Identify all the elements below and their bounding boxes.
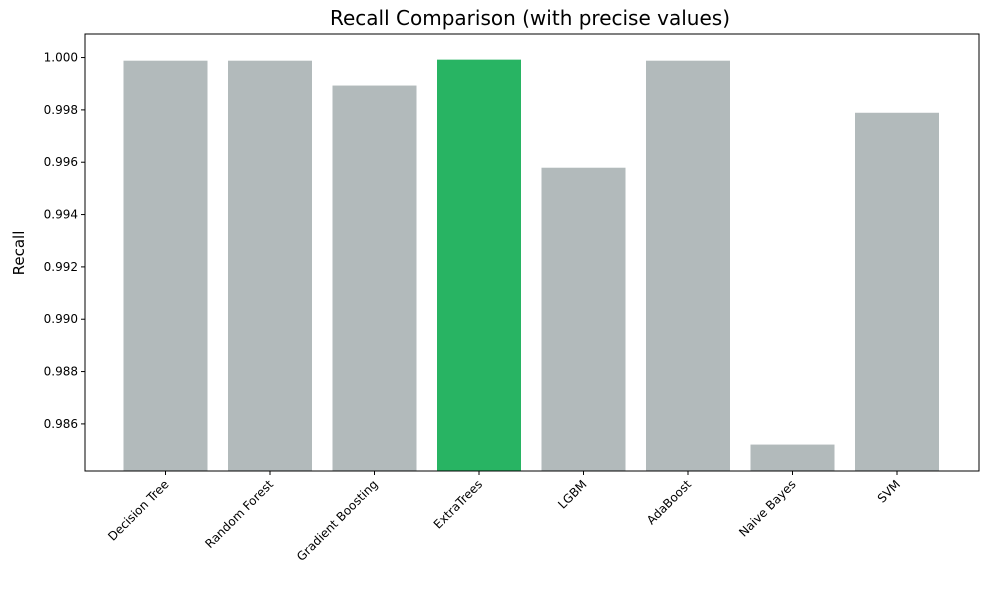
bar-svm	[855, 112, 939, 471]
x-tick-label: Naive Bayes	[736, 477, 798, 539]
y-axis-ticks: 0.986 0.988 0.990 0.992 0.994 0.996 0.998 1.000	[44, 51, 85, 431]
x-tick-label: Decision Tree	[105, 477, 171, 543]
x-tick-label: LGBM	[555, 477, 589, 511]
x-tick-label: AdaBoost	[644, 477, 694, 527]
y-tick-label: 0.990	[44, 312, 78, 326]
chart-title: Recall Comparison (with precise values)	[330, 6, 730, 30]
x-tick-label: ExtraTrees	[431, 477, 485, 531]
x-tick-label: Gradient Boosting	[294, 477, 381, 564]
x-axis-ticks: Decision Tree Random Forest Gradient Boost…	[105, 471, 903, 564]
bar-adaboost	[646, 60, 730, 472]
x-tick-label: SVM	[875, 477, 903, 505]
x-tick-label: Random Forest	[202, 477, 276, 551]
y-tick-label: 0.996	[44, 155, 78, 169]
y-axis-label: Recall	[10, 231, 28, 276]
y-tick-label: 0.992	[44, 260, 78, 274]
bar-extratrees	[437, 59, 521, 471]
bar-decision-tree	[123, 60, 208, 472]
y-tick-label: 1.000	[44, 51, 78, 65]
bar-random-forest	[228, 60, 312, 472]
bar-lgbm	[541, 167, 626, 471]
bar-naive-bayes	[750, 444, 835, 471]
y-tick-label: 0.986	[44, 417, 78, 431]
bars-group	[123, 59, 939, 472]
bar-gradient-boosting	[332, 85, 417, 472]
y-tick-label: 0.994	[44, 208, 78, 222]
y-tick-label: 0.998	[44, 103, 78, 117]
plot-frame	[84, 33, 980, 472]
y-tick-label: 0.988	[44, 365, 78, 379]
